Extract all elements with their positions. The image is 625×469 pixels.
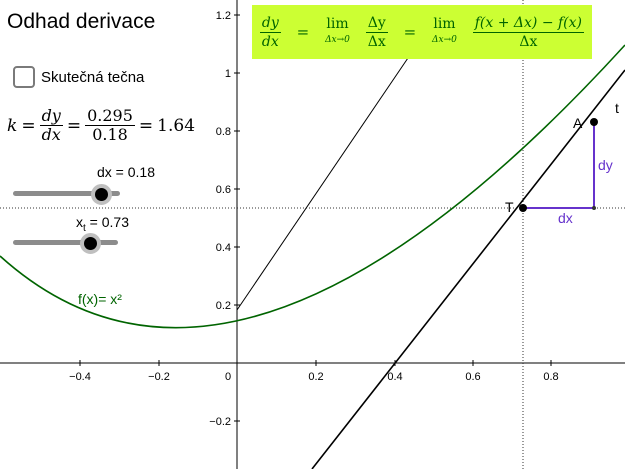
x-tick-label: −0.4	[69, 371, 91, 383]
secant-line[interactable]	[311, 69, 625, 469]
y-tick-label: −0.2	[209, 416, 231, 428]
y-tick-label: 0.8	[216, 126, 231, 138]
y-tick-marks	[234, 14, 240, 422]
fraction-denominator: dx	[261, 33, 279, 50]
x-tick-label: 0.8	[543, 371, 558, 383]
slope-formula: k = dy dx = 0.295 0.18 = 1.64	[7, 107, 195, 144]
x-tick-label: 0.2	[308, 371, 323, 383]
banner-dy-dx: dy dx	[259, 14, 281, 51]
y-tick-label: 1	[225, 68, 231, 80]
lim-text: lim	[433, 16, 456, 32]
value-fraction: 0.295 0.18	[85, 107, 135, 144]
x-tick-label: 0.4	[387, 371, 402, 383]
limit-operator: lim Δx→0	[432, 16, 457, 48]
lim-text: lim	[326, 16, 349, 32]
banner-delta-fraction: Δy Δx	[365, 14, 388, 51]
y-tick-label: 0.4	[216, 242, 231, 254]
limit-operator: lim Δx→0	[325, 16, 350, 48]
dy-dx-fraction: dy dx	[39, 106, 63, 144]
fraction-numerator: 0.295	[85, 106, 135, 126]
dx-label: dx	[558, 210, 573, 226]
xt-slider-label: xt = 0.73	[76, 214, 129, 234]
fraction-denominator: Δx	[519, 33, 538, 50]
xt-slider-thumb[interactable]	[79, 233, 101, 254]
point-T-label: T	[505, 199, 514, 215]
xt-label-value: = 0.73	[89, 214, 129, 230]
slope-result: 1.64	[157, 115, 196, 136]
function-curve[interactable]	[0, 44, 625, 329]
dx-slider-thumb[interactable]	[90, 184, 112, 205]
equals-sign: =	[296, 23, 310, 41]
equals-sign: =	[21, 115, 36, 136]
xt-label-main: x	[76, 214, 83, 230]
fraction-denominator: 0.18	[92, 125, 128, 144]
equals-sign: =	[138, 115, 154, 136]
lim-subscript: Δx→0	[432, 35, 457, 45]
point-T[interactable]	[519, 204, 527, 212]
function-label: f(x)= x²	[78, 291, 122, 307]
fraction-numerator: f(x + Δx) − f(x)	[472, 14, 585, 33]
y-tick-label: 0.6	[216, 184, 231, 196]
fraction-numerator: dy	[259, 14, 281, 33]
dx-slider-track[interactable]	[13, 191, 120, 196]
point-A[interactable]	[590, 118, 598, 126]
x-tick-label: 0	[225, 371, 231, 383]
x-tick-label: 0.6	[465, 371, 480, 383]
xt-slider-track[interactable]	[13, 240, 118, 245]
page-title: Odhad derivace	[7, 10, 156, 33]
line-t-label: t	[615, 100, 619, 116]
fraction-numerator: dy	[39, 106, 63, 126]
dy-label: dy	[598, 157, 613, 173]
fraction-denominator: dx	[41, 125, 61, 144]
parallel-line	[236, 54, 411, 311]
derivative-definition-banner: dy dx = lim Δx→0 Δy Δx = lim Δx→0 f(x + …	[252, 5, 592, 59]
fraction-numerator: Δy	[365, 14, 388, 33]
equals-sign: =	[66, 115, 82, 136]
point-A-label: A	[573, 115, 583, 131]
banner-difference-quotient: f(x + Δx) − f(x) Δx	[472, 14, 585, 51]
formula-k: k	[7, 115, 18, 136]
fraction-denominator: Δx	[367, 33, 386, 50]
checkbox-label: Skutečná tečna	[41, 68, 145, 86]
y-tick-label: 0.2	[216, 300, 231, 312]
true-tangent-toggle[interactable]: Skutečná tečna	[13, 66, 144, 88]
x-tick-label: −0.2	[148, 371, 170, 383]
corner-point	[592, 206, 596, 210]
checkbox[interactable]	[13, 66, 35, 88]
y-tick-label: 1.2	[216, 10, 231, 22]
xt-label-sub: t	[83, 222, 86, 234]
equals-sign: =	[403, 23, 417, 41]
dx-slider-label: dx = 0.18	[97, 164, 155, 180]
lim-subscript: Δx→0	[325, 35, 350, 45]
